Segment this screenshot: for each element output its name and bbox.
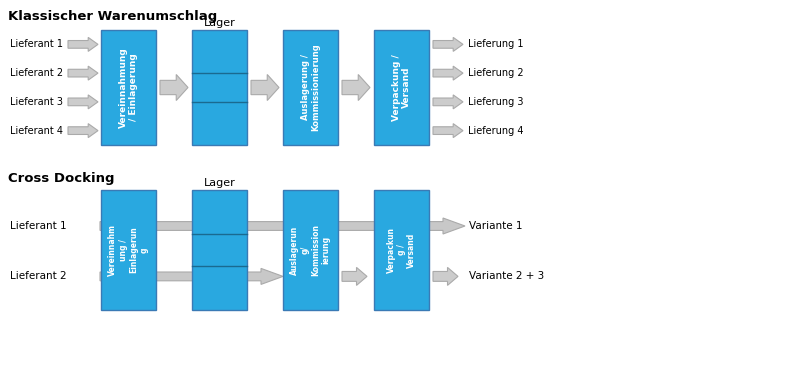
Polygon shape (68, 66, 98, 80)
Text: Lieferant 2: Lieferant 2 (10, 272, 67, 281)
Text: Lieferant 1: Lieferant 1 (10, 40, 63, 49)
Bar (374, 30, 429, 145)
Polygon shape (68, 95, 98, 109)
Text: Vereinnahm
ung /
Einlagerun
g: Vereinnahm ung / Einlagerun g (108, 224, 148, 276)
Text: Lieferant 1: Lieferant 1 (10, 221, 67, 231)
Text: Vereinnahmung
/ Einlagerung: Vereinnahmung / Einlagerung (118, 47, 138, 128)
Bar (192, 30, 247, 145)
Text: Klassischer Warenumschlag: Klassischer Warenumschlag (8, 10, 218, 23)
Bar (283, 30, 338, 145)
Polygon shape (433, 268, 458, 285)
Polygon shape (251, 75, 279, 101)
Text: Verpackun
g /
Versand: Verpackun g / Versand (387, 227, 417, 273)
Text: Variante 1: Variante 1 (469, 221, 522, 231)
Polygon shape (433, 124, 463, 138)
Bar (192, 190, 247, 310)
Text: Cross Docking: Cross Docking (8, 172, 114, 185)
Text: Lager: Lager (204, 18, 235, 28)
Polygon shape (433, 95, 463, 109)
Text: Lieferung 3: Lieferung 3 (468, 97, 524, 107)
Polygon shape (342, 268, 367, 285)
Bar (101, 190, 156, 310)
Text: Lieferant 2: Lieferant 2 (10, 68, 63, 78)
Text: Verpackung /
Versand: Verpackung / Versand (392, 54, 411, 121)
Text: Lieferant 4: Lieferant 4 (10, 126, 63, 136)
Polygon shape (68, 37, 98, 51)
Polygon shape (433, 66, 463, 80)
Bar (101, 30, 156, 145)
Text: Lieferung 4: Lieferung 4 (468, 126, 524, 136)
Polygon shape (342, 75, 370, 101)
Text: Variante 2 + 3: Variante 2 + 3 (469, 272, 544, 281)
Text: Lieferung 1: Lieferung 1 (468, 40, 524, 49)
Text: Lieferant 3: Lieferant 3 (10, 97, 63, 107)
Polygon shape (160, 75, 188, 101)
Bar (283, 190, 338, 310)
Bar (374, 190, 429, 310)
Text: Lieferung 2: Lieferung 2 (468, 68, 524, 78)
Polygon shape (68, 124, 98, 138)
Polygon shape (100, 268, 283, 284)
Text: Lager: Lager (204, 178, 235, 188)
Polygon shape (100, 218, 465, 234)
Polygon shape (433, 37, 463, 51)
Text: Auslagerun
g/
Kommission
ierung: Auslagerun g/ Kommission ierung (290, 224, 330, 276)
Text: Auslagerung /
Kommissionierung: Auslagerung / Kommissionierung (301, 44, 320, 131)
